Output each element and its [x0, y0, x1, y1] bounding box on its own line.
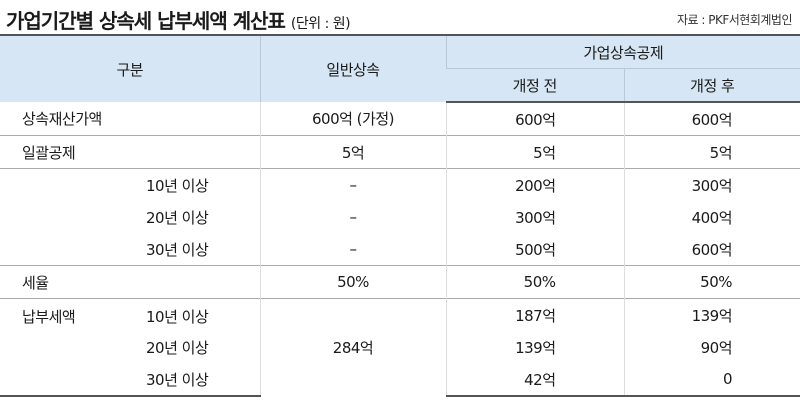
cell-general: –: [259, 233, 446, 266]
cell-before: 300억: [445, 201, 624, 233]
row-label: 상속재산가액: [22, 110, 102, 128]
title-text: 가업기간별 상속세 납부세액 계산표: [6, 9, 286, 33]
cell-before: 500억: [445, 233, 624, 266]
cell-after: 50%: [623, 265, 800, 299]
cell-general: 50%: [259, 265, 446, 299]
row-label: 세율: [0, 265, 260, 299]
cell-general: 5억: [259, 135, 446, 169]
title-bar: 가업기간별 상속세 납부세액 계산표 (단위 : 원) 자료 : PKF서현회계법…: [0, 0, 800, 34]
cell-before: 139억: [445, 331, 624, 363]
row-label: 납부세액: [22, 308, 76, 326]
header-general: 일반상속: [259, 34, 446, 102]
row-sublabel: 20년 이상: [146, 208, 209, 227]
cell-before: 50%: [445, 265, 624, 299]
cell-before: 600억: [445, 102, 624, 136]
cell-general: –: [259, 201, 446, 233]
row-sublabel: 20년 이상: [146, 338, 209, 357]
source-note: 자료 : PKF서현회계법인: [676, 13, 793, 27]
cell-before: 5억: [445, 135, 624, 169]
unit-note: (단위 : 원): [290, 16, 351, 32]
table-row: 상속재산가액 600억 (가정) 600억 600억: [0, 102, 800, 136]
cell-after: 600억: [623, 102, 800, 136]
row-sublabel: 10년 이상: [146, 308, 209, 326]
cell-after: 139억: [623, 298, 800, 331]
row-sublabel: 30년 이상: [146, 240, 209, 259]
header-category: 구분: [0, 34, 260, 102]
table-row: 세율 50% 50% 50%: [0, 265, 800, 299]
row-sublabel: 30년 이상: [0, 363, 260, 397]
table-row: 30년 이상 42억 0: [0, 363, 800, 397]
cell-after: 0: [623, 363, 800, 397]
row-sublabel: 10년 이상: [0, 168, 260, 201]
row-label: 일괄공제: [0, 135, 260, 169]
cell-after: 5억: [623, 135, 800, 169]
table-row: 일괄공제 5억 5억 5억: [0, 135, 800, 169]
cell-after: 90억: [623, 331, 800, 363]
cell-general: 600억 (가정): [259, 102, 446, 136]
table-row: 10년 이상 – 200억 300억: [0, 168, 800, 201]
tax-table: 구분 일반상속 가업상속공제 개정 전 개정 후 상속재산가액 600억 (가정…: [0, 34, 800, 397]
cell-before: 187억: [445, 298, 624, 331]
cell-general: –: [259, 168, 446, 201]
header-after: 개정 후: [623, 68, 800, 103]
cell-after: 400억: [623, 201, 800, 233]
header-business-group: 가업상속공제: [445, 34, 800, 69]
table-row: 20년 이상 139억 90억: [0, 331, 800, 363]
cell-before: 42억: [445, 363, 624, 397]
cell-before: 200억: [445, 168, 624, 201]
table-row: 20년 이상 – 300억 400억: [0, 201, 800, 233]
cell-after: 600억: [623, 233, 800, 266]
cell-after: 300억: [623, 168, 800, 201]
header-before: 개정 전: [446, 68, 624, 103]
page-title: 가업기간별 상속세 납부세액 계산표 (단위 : 원): [6, 5, 351, 34]
cell-general-merged: 284억: [259, 298, 446, 396]
row-label-cell: 납부세액 10년 이상: [0, 298, 260, 331]
table-row: 납부세액 10년 이상 284억 187억 139억: [0, 298, 800, 396]
table-row: 30년 이상 – 500억 600억: [0, 233, 800, 266]
